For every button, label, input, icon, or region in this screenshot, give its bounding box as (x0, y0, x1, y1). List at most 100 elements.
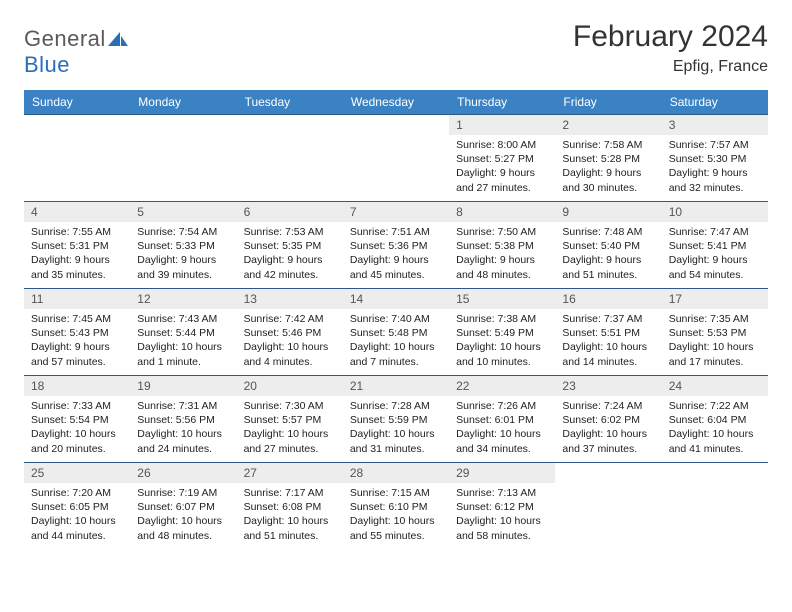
day-number: 4 (24, 202, 130, 222)
daylight-text-2: and 1 minute. (137, 355, 229, 369)
daylight-text-2: and 45 minutes. (350, 268, 442, 282)
day-info: Sunrise: 7:45 AMSunset: 5:43 PMDaylight:… (24, 309, 130, 373)
sunrise-text: Sunrise: 7:57 AM (669, 138, 761, 152)
sunset-text: Sunset: 5:31 PM (31, 239, 123, 253)
daylight-text: Daylight: 10 hours (350, 340, 442, 354)
sunrise-text: Sunrise: 7:53 AM (244, 225, 336, 239)
calendar-cell: 1Sunrise: 8:00 AMSunset: 5:27 PMDaylight… (449, 115, 555, 202)
day-info: Sunrise: 7:51 AMSunset: 5:36 PMDaylight:… (343, 222, 449, 286)
calendar-cell: 20Sunrise: 7:30 AMSunset: 5:57 PMDayligh… (237, 376, 343, 463)
sunset-text: Sunset: 6:10 PM (350, 500, 442, 514)
sunset-text: Sunset: 5:36 PM (350, 239, 442, 253)
sunrise-text: Sunrise: 7:38 AM (456, 312, 548, 326)
day-info: Sunrise: 7:40 AMSunset: 5:48 PMDaylight:… (343, 309, 449, 373)
weekday-header: Friday (555, 90, 661, 115)
calendar-row: 25Sunrise: 7:20 AMSunset: 6:05 PMDayligh… (24, 463, 768, 550)
day-number: 22 (449, 376, 555, 396)
sunrise-text: Sunrise: 7:24 AM (562, 399, 654, 413)
sunset-text: Sunset: 5:53 PM (669, 326, 761, 340)
weekday-header: Sunday (24, 90, 130, 115)
day-number: 27 (237, 463, 343, 483)
logo-text: General Blue (24, 26, 128, 78)
daylight-text-2: and 27 minutes. (456, 181, 548, 195)
day-info: Sunrise: 7:20 AMSunset: 6:05 PMDaylight:… (24, 483, 130, 547)
daylight-text-2: and 58 minutes. (456, 529, 548, 543)
day-number: 15 (449, 289, 555, 309)
sunrise-text: Sunrise: 7:28 AM (350, 399, 442, 413)
day-info: Sunrise: 7:19 AMSunset: 6:07 PMDaylight:… (130, 483, 236, 547)
day-info: Sunrise: 7:28 AMSunset: 5:59 PMDaylight:… (343, 396, 449, 460)
daylight-text-2: and 41 minutes. (669, 442, 761, 456)
daylight-text: Daylight: 10 hours (137, 340, 229, 354)
day-info: Sunrise: 7:42 AMSunset: 5:46 PMDaylight:… (237, 309, 343, 373)
sunrise-text: Sunrise: 7:33 AM (31, 399, 123, 413)
daylight-text-2: and 37 minutes. (562, 442, 654, 456)
daylight-text: Daylight: 10 hours (562, 427, 654, 441)
calendar-cell: 26Sunrise: 7:19 AMSunset: 6:07 PMDayligh… (130, 463, 236, 550)
sunrise-text: Sunrise: 8:00 AM (456, 138, 548, 152)
daylight-text: Daylight: 10 hours (244, 340, 336, 354)
weekday-header: Monday (130, 90, 236, 115)
sunrise-text: Sunrise: 7:30 AM (244, 399, 336, 413)
calendar-cell: 13Sunrise: 7:42 AMSunset: 5:46 PMDayligh… (237, 289, 343, 376)
day-info: Sunrise: 8:00 AMSunset: 5:27 PMDaylight:… (449, 135, 555, 199)
weekday-header: Saturday (662, 90, 768, 115)
calendar-row: 11Sunrise: 7:45 AMSunset: 5:43 PMDayligh… (24, 289, 768, 376)
sunset-text: Sunset: 6:01 PM (456, 413, 548, 427)
day-number: 6 (237, 202, 343, 222)
sunrise-text: Sunrise: 7:45 AM (31, 312, 123, 326)
day-info: Sunrise: 7:35 AMSunset: 5:53 PMDaylight:… (662, 309, 768, 373)
day-number: 10 (662, 202, 768, 222)
calendar-body: 1Sunrise: 8:00 AMSunset: 5:27 PMDaylight… (24, 115, 768, 550)
sunrise-text: Sunrise: 7:47 AM (669, 225, 761, 239)
daylight-text-2: and 30 minutes. (562, 181, 654, 195)
sunset-text: Sunset: 5:33 PM (137, 239, 229, 253)
sunrise-text: Sunrise: 7:51 AM (350, 225, 442, 239)
calendar-cell: 25Sunrise: 7:20 AMSunset: 6:05 PMDayligh… (24, 463, 130, 550)
daylight-text-2: and 4 minutes. (244, 355, 336, 369)
calendar-cell: 24Sunrise: 7:22 AMSunset: 6:04 PMDayligh… (662, 376, 768, 463)
calendar-cell: 19Sunrise: 7:31 AMSunset: 5:56 PMDayligh… (130, 376, 236, 463)
calendar-cell-empty (237, 115, 343, 202)
weekday-header: Tuesday (237, 90, 343, 115)
daylight-text-2: and 7 minutes. (350, 355, 442, 369)
daylight-text: Daylight: 10 hours (31, 514, 123, 528)
day-info: Sunrise: 7:48 AMSunset: 5:40 PMDaylight:… (555, 222, 661, 286)
sunrise-text: Sunrise: 7:17 AM (244, 486, 336, 500)
day-number: 19 (130, 376, 236, 396)
day-number: 21 (343, 376, 449, 396)
daylight-text: Daylight: 9 hours (350, 253, 442, 267)
sunset-text: Sunset: 5:57 PM (244, 413, 336, 427)
logo-text-blue: Blue (24, 52, 70, 77)
daylight-text: Daylight: 9 hours (669, 253, 761, 267)
daylight-text-2: and 14 minutes. (562, 355, 654, 369)
daylight-text: Daylight: 9 hours (137, 253, 229, 267)
day-info: Sunrise: 7:30 AMSunset: 5:57 PMDaylight:… (237, 396, 343, 460)
calendar-cell: 16Sunrise: 7:37 AMSunset: 5:51 PMDayligh… (555, 289, 661, 376)
day-info: Sunrise: 7:47 AMSunset: 5:41 PMDaylight:… (662, 222, 768, 286)
sunset-text: Sunset: 5:46 PM (244, 326, 336, 340)
daylight-text-2: and 48 minutes. (456, 268, 548, 282)
daylight-text-2: and 39 minutes. (137, 268, 229, 282)
sunset-text: Sunset: 5:35 PM (244, 239, 336, 253)
logo-text-gray: General (24, 26, 106, 51)
weekday-header-row: SundayMondayTuesdayWednesdayThursdayFrid… (24, 90, 768, 115)
daylight-text: Daylight: 9 hours (562, 166, 654, 180)
daylight-text: Daylight: 10 hours (350, 514, 442, 528)
sunrise-text: Sunrise: 7:20 AM (31, 486, 123, 500)
sunset-text: Sunset: 5:41 PM (669, 239, 761, 253)
daylight-text: Daylight: 10 hours (137, 427, 229, 441)
logo-sail-icon (108, 26, 128, 52)
sunrise-text: Sunrise: 7:22 AM (669, 399, 761, 413)
daylight-text-2: and 44 minutes. (31, 529, 123, 543)
calendar-cell: 23Sunrise: 7:24 AMSunset: 6:02 PMDayligh… (555, 376, 661, 463)
calendar-cell: 28Sunrise: 7:15 AMSunset: 6:10 PMDayligh… (343, 463, 449, 550)
day-info: Sunrise: 7:33 AMSunset: 5:54 PMDaylight:… (24, 396, 130, 460)
day-info: Sunrise: 7:54 AMSunset: 5:33 PMDaylight:… (130, 222, 236, 286)
daylight-text: Daylight: 9 hours (31, 340, 123, 354)
calendar-cell: 11Sunrise: 7:45 AMSunset: 5:43 PMDayligh… (24, 289, 130, 376)
calendar-row: 18Sunrise: 7:33 AMSunset: 5:54 PMDayligh… (24, 376, 768, 463)
calendar-cell: 18Sunrise: 7:33 AMSunset: 5:54 PMDayligh… (24, 376, 130, 463)
sunrise-text: Sunrise: 7:58 AM (562, 138, 654, 152)
calendar-cell: 15Sunrise: 7:38 AMSunset: 5:49 PMDayligh… (449, 289, 555, 376)
